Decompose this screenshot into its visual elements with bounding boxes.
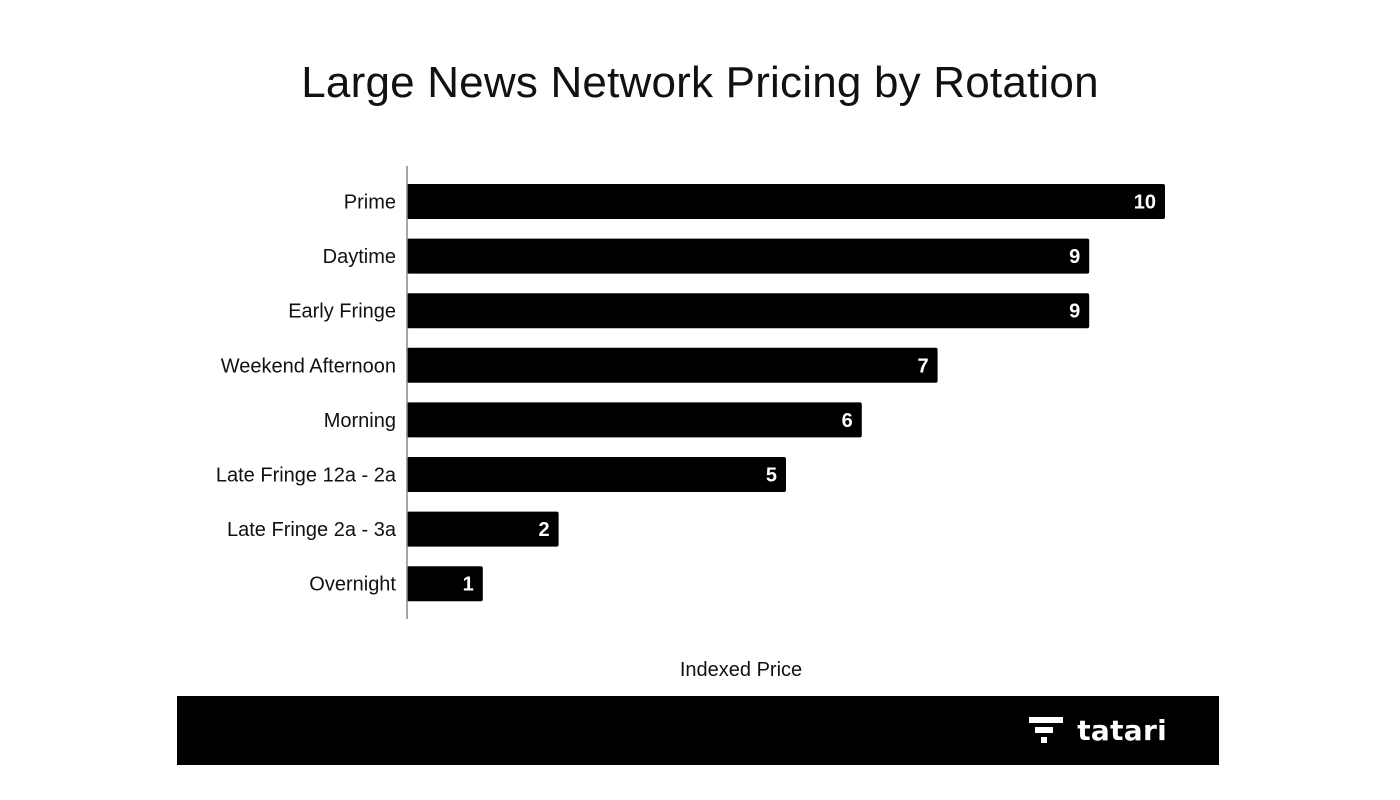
bar-4 [407, 402, 862, 438]
bar-7 [407, 566, 483, 602]
value-label-2: 9 [1069, 301, 1080, 323]
value-labels-layer: 10 9 9 7 6 5 2 1 [463, 192, 1156, 596]
category-label-1: Daytime [323, 246, 396, 268]
value-label-1: 9 [1069, 246, 1080, 268]
brand-name: tatari [1077, 713, 1167, 747]
category-label-5: Late Fringe 12a - 2a [216, 465, 397, 487]
chart-title: Large News Network Pricing by Rotation [301, 58, 1099, 107]
category-label-4: Morning [324, 410, 396, 432]
value-label-5: 5 [766, 465, 777, 487]
category-label-7: Overnight [309, 574, 396, 596]
bar-5 [407, 457, 786, 492]
tatari-logo-icon [1029, 717, 1064, 743]
footer-bar: tatari [177, 696, 1219, 765]
brand-logo: tatari [1029, 713, 1167, 747]
value-label-6: 2 [538, 519, 549, 541]
category-label-0: Prime [344, 192, 396, 214]
bar-6 [407, 511, 559, 547]
value-label-7: 1 [463, 574, 474, 596]
category-label-6: Late Fringe 2a - 3a [227, 519, 397, 541]
value-label-3: 7 [917, 355, 928, 377]
value-label-0: 10 [1134, 192, 1156, 214]
category-label-2: Early Fringe [288, 301, 396, 323]
bar-0 [407, 184, 1165, 219]
bars-layer [407, 184, 1165, 602]
category-labels-layer: Prime Daytime Early Fringe Weekend Afternoo… [216, 192, 397, 596]
value-label-4: 6 [842, 410, 853, 432]
bar-3 [407, 347, 938, 383]
category-label-3: Weekend Afternoon [221, 355, 396, 377]
bar-1 [407, 238, 1090, 274]
bar-2 [407, 293, 1090, 329]
x-axis-label: Indexed Price [680, 659, 802, 681]
